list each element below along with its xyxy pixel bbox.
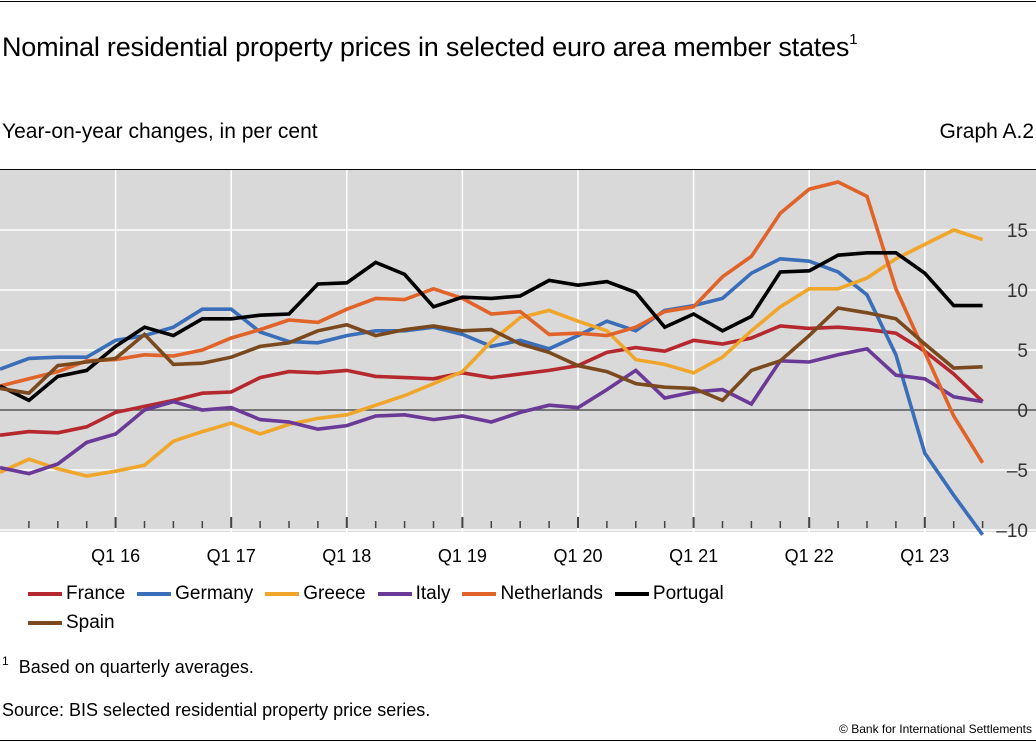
footnote: 1 Based on quarterly averages. [2,654,254,678]
footnote-text: Based on quarterly averages. [18,657,254,677]
graph-id: Graph A.2 [939,120,1034,143]
legend-swatch-germany [137,591,172,596]
series-line-portugal [0,251,983,403]
source-note: Source: BIS selected residential propert… [2,700,431,720]
series-lines [0,180,985,536]
chart-title: Nominal residential property prices in s… [2,20,962,67]
legend-label-italy: Italy [415,582,451,604]
x-tick-label: Q1 22 [785,546,834,566]
legend-label-portugal: Portugal [652,582,724,604]
legend-row-1: France Germany Greece Italy Netherlands … [28,579,828,608]
y-tick-label: –5 [1007,461,1028,482]
legend-item-greece: Greece [265,582,366,605]
x-tick-label: Q1 21 [669,546,718,566]
y-tick-label: 5 [1017,341,1028,362]
plot-background [0,170,1036,532]
legend-row-2: Spain [28,608,828,637]
x-tick-label: Q1 20 [553,546,602,566]
legend-swatch-greece [265,591,300,596]
series-line-spain [0,306,983,403]
legend-label-spain: Spain [66,611,115,633]
bottom-rule [0,740,1036,741]
legend-item-germany: Germany [137,583,253,605]
legend-item-france: France [28,583,125,605]
legend-swatch-netherlands [462,591,497,596]
x-tick-label: Q1 17 [207,546,256,566]
legend-item-italy: Italy [377,582,451,605]
y-tick-label: –10 [996,521,1028,542]
x-tick-label: Q1 19 [438,546,487,566]
y-tick-label: 0 [1017,401,1028,422]
legend-swatch-spain [28,620,62,625]
chart-subtitle: Year-on-year changes, in per cent [2,120,318,143]
legend-item-portugal: Portugal [614,582,724,605]
x-axis-tick-labels: Q1 16 Q1 17 Q1 18 Q1 19 Q1 20 Q1 21 Q1 22 Q1 23 [91,546,949,566]
x-axis-ticks [28,517,984,528]
series-line-greece [0,228,984,478]
chart-title-text: Nominal residential property prices in s… [2,32,850,62]
legend-label-netherlands: Netherlands [500,582,603,604]
top-rule [0,1,1036,2]
x-tick-label: Q1 16 [91,546,140,566]
x-tick-label: Q1 23 [900,546,949,566]
legend-item-spain: Spain [28,612,115,634]
y-axis-tick-labels: –10 –5 0 5 10 15 [996,221,1028,542]
legend: France Germany Greece Italy Netherlands … [28,579,828,637]
legend-swatch-portugal [614,591,649,596]
plot-top-rule [0,169,1036,170]
footnote-marker: 1 [2,654,9,668]
copyright: © Bank for International Settlements [839,722,1032,736]
legend-swatch-france [28,591,62,596]
legend-label-germany: Germany [175,582,254,604]
y-tick-label: 15 [1007,221,1028,242]
legend-label-greece: Greece [303,582,366,604]
legend-swatch-italy [377,591,412,596]
title-footnote-marker: 1 [849,31,858,48]
series-line-italy [0,346,983,476]
legend-label-france: France [66,582,126,604]
x-tick-label: Q1 18 [322,546,371,566]
y-tick-label: 10 [1007,281,1028,302]
legend-item-netherlands: Netherlands [462,582,603,605]
